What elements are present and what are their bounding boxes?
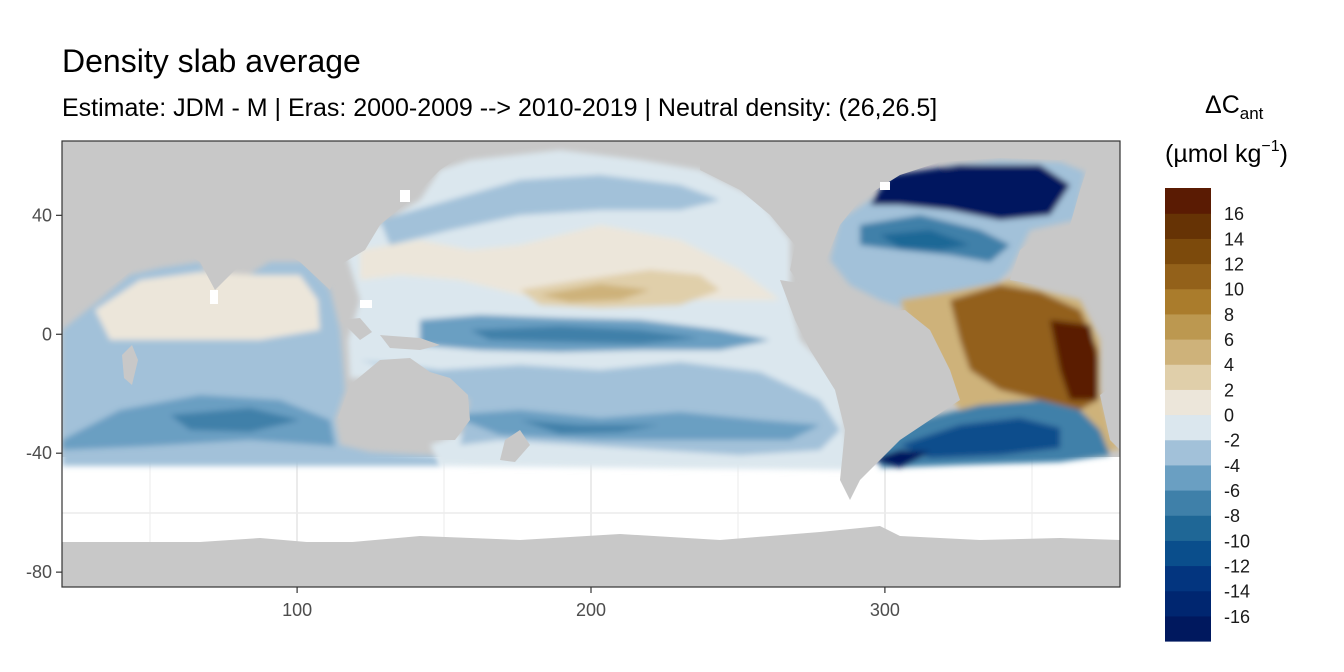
legend-color-bin (1165, 414, 1211, 441)
legend-tick-label: 0 (1224, 406, 1234, 426)
legend-tick-label: -8 (1224, 506, 1240, 526)
y-tick-label: -40 (26, 443, 52, 463)
pacific-ocean (345, 150, 850, 470)
legend-color-bin (1165, 188, 1211, 214)
legend-title: ΔCant (1205, 91, 1264, 123)
legend-color-bin (1165, 389, 1211, 416)
legend-tick-label: 8 (1224, 305, 1234, 325)
y-tick-label: 40 (32, 205, 52, 225)
legend-units: (µmol kg−1) (1165, 138, 1288, 168)
legend-color-bin (1165, 540, 1211, 567)
legend-color-bin (1165, 288, 1211, 315)
legend-title-sub: ant (1240, 104, 1264, 123)
legend-color-bin (1165, 339, 1211, 365)
legend-units-close: ) (1280, 140, 1288, 168)
legend-units-open: (µmol kg (1165, 140, 1261, 168)
legend-title-main: ΔC (1205, 91, 1240, 119)
legend-tick-label: 16 (1224, 204, 1244, 224)
legend-units-sup: −1 (1261, 138, 1279, 155)
y-tick-label: 0 (42, 324, 52, 344)
legend-tick-label: -10 (1224, 531, 1250, 551)
antarctica (62, 526, 1120, 587)
map-layer (62, 141, 1120, 587)
legend-color-bin (1165, 490, 1211, 516)
legend-tick-label: -12 (1224, 557, 1250, 577)
y-tick-label: -80 (26, 562, 52, 582)
legend-tick-label: 2 (1224, 380, 1234, 400)
legend-color-bin (1165, 464, 1211, 491)
x-tick-label: 200 (576, 600, 606, 620)
legend-color-bin (1165, 313, 1211, 340)
legend-color-bin (1165, 364, 1211, 390)
legend-tick-label: 4 (1224, 355, 1234, 375)
legend-color-bin (1165, 238, 1211, 265)
legend-tick-label: -16 (1224, 607, 1250, 627)
coastal-no-data (210, 182, 890, 308)
legend-color-bin (1165, 615, 1211, 642)
indian-ocean (62, 262, 440, 466)
legend-color-bin (1165, 590, 1211, 617)
continents (62, 141, 1120, 500)
legend-color-bin (1165, 515, 1211, 541)
legend-color-bin (1165, 565, 1211, 592)
legend-tick-label: 6 (1224, 330, 1234, 350)
x-tick-label: 100 (282, 600, 312, 620)
atlantic-ocean (830, 160, 1120, 468)
legend-tick-label: 10 (1224, 280, 1244, 300)
legend-color-bin (1165, 439, 1211, 466)
chart-title: Density slab average (62, 43, 361, 79)
legend-color-bin (1165, 213, 1211, 239)
legend: ΔCant (µmol kg−1) 16 14 12 10 8 6 4 2 0 -2 -4 -6 -8 -10… (1165, 91, 1288, 642)
legend-tick-label: -2 (1224, 431, 1240, 451)
chart-subtitle: Estimate: JDM - M | Eras: 2000-2009 --> … (62, 94, 938, 122)
legend-tick-label: -6 (1224, 481, 1240, 501)
legend-tick-label: -4 (1224, 456, 1240, 476)
legend-color-bin (1165, 263, 1211, 290)
legend-tick-label: 14 (1224, 229, 1244, 249)
legend-tick-label: -14 (1224, 582, 1250, 602)
legend-tick-label: 12 (1224, 255, 1244, 275)
x-tick-label: 300 (870, 600, 900, 620)
